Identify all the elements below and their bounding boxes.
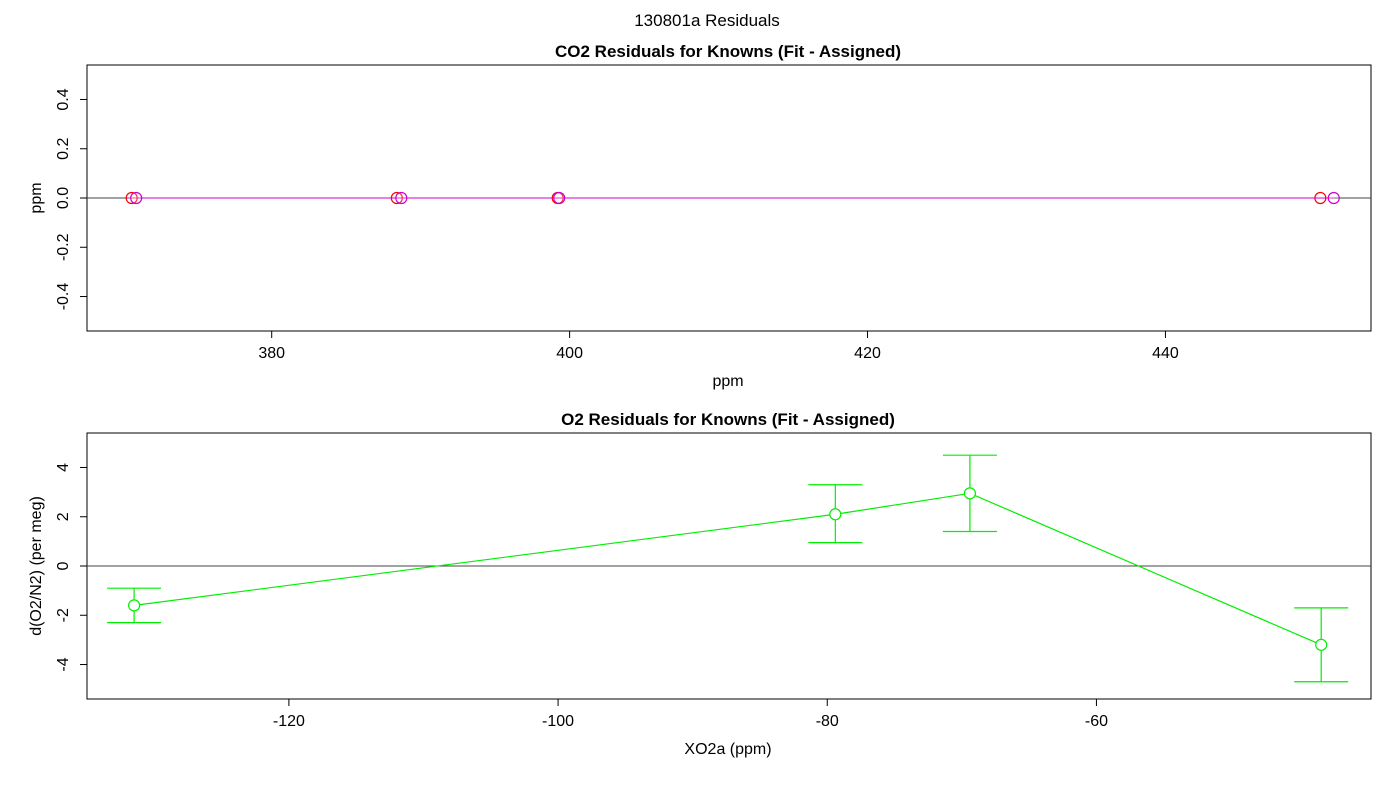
o2-y-tick-label: -2 [55, 608, 72, 622]
o2-x-axis: -120 -100 -80 -60 [273, 698, 1108, 730]
co2-x-tick-label: 400 [556, 345, 583, 362]
co2-y-tick-label: -0.2 [55, 233, 72, 261]
o2-y-tick-label: 0 [55, 561, 72, 570]
co2-data-point [1327, 191, 1340, 205]
o2-y-tick-label: 2 [55, 512, 72, 521]
co2-chart-title: CO2 Residuals for Knowns (Fit - Assigned… [555, 42, 901, 61]
o2-chart-title: O2 Residuals for Knowns (Fit - Assigned) [561, 410, 895, 429]
co2-data-point [553, 191, 566, 205]
co2-y-tick-label: 0.0 [55, 187, 72, 209]
o2-data-point [829, 508, 842, 521]
co2-y-axis-label: ppm [28, 182, 45, 213]
co2-residuals-chart: CO2 Residuals for Knowns (Fit - Assigned… [28, 42, 1372, 390]
co2-data-points [125, 191, 1340, 205]
o2-residuals-chart: O2 Residuals for Knowns (Fit - Assigned)… [28, 410, 1372, 758]
o2-x-tick-label: -120 [273, 713, 305, 730]
co2-y-tick-label: 0.4 [55, 88, 72, 110]
co2-x-tick-label: 420 [854, 345, 881, 362]
co2-data-point [130, 191, 143, 205]
co2-data-point [395, 191, 408, 205]
o2-data-point [963, 487, 977, 500]
o2-y-axis-label: d(O2/N2) (per meg) [28, 496, 45, 636]
o2-x-axis-label: XO2a (ppm) [684, 741, 771, 758]
co2-y-axis: -0.4 -0.2 0.0 0.2 0.4 [55, 88, 88, 311]
o2-y-axis: -4 -2 0 2 4 [55, 463, 88, 672]
o2-y-tick-label: 4 [55, 463, 72, 472]
co2-y-tick-label: 0.2 [55, 138, 72, 160]
o2-x-tick-label: -60 [1085, 713, 1108, 730]
co2-x-tick-label: 440 [1152, 345, 1179, 362]
o2-data-point [128, 599, 141, 612]
co2-x-tick-label: 380 [258, 345, 285, 362]
o2-series-line [134, 492, 1322, 646]
figure-title: 130801a Residuals [634, 11, 780, 30]
co2-y-tick-label: -0.4 [55, 283, 72, 311]
co2-x-axis-label: ppm [712, 373, 743, 390]
o2-data-series [107, 454, 1349, 683]
o2-x-tick-label: -100 [542, 713, 574, 730]
co2-x-axis: 380 400 420 440 [258, 330, 1179, 362]
o2-x-tick-label: -80 [816, 713, 839, 730]
o2-y-tick-label: -4 [55, 657, 72, 671]
o2-data-point [1315, 638, 1328, 651]
